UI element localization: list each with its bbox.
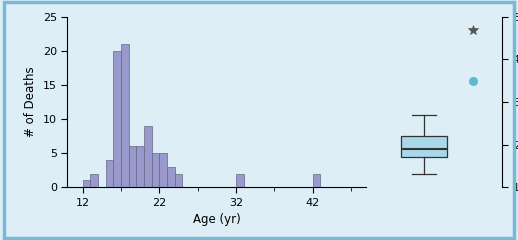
Bar: [106, 160, 113, 187]
Bar: [152, 153, 160, 187]
Bar: [83, 180, 90, 187]
Y-axis label: # of Deaths: # of Deaths: [24, 67, 37, 137]
Bar: [175, 174, 182, 187]
Bar: [90, 174, 98, 187]
X-axis label: Age (yr): Age (yr): [193, 213, 241, 226]
Bar: [312, 174, 320, 187]
Bar: [167, 167, 175, 187]
Bar: [160, 153, 167, 187]
Bar: [113, 51, 121, 187]
Bar: [236, 174, 243, 187]
Bar: [121, 44, 128, 187]
Bar: [136, 146, 144, 187]
Bar: [144, 126, 152, 187]
Bar: [401, 136, 447, 157]
Bar: [128, 146, 136, 187]
